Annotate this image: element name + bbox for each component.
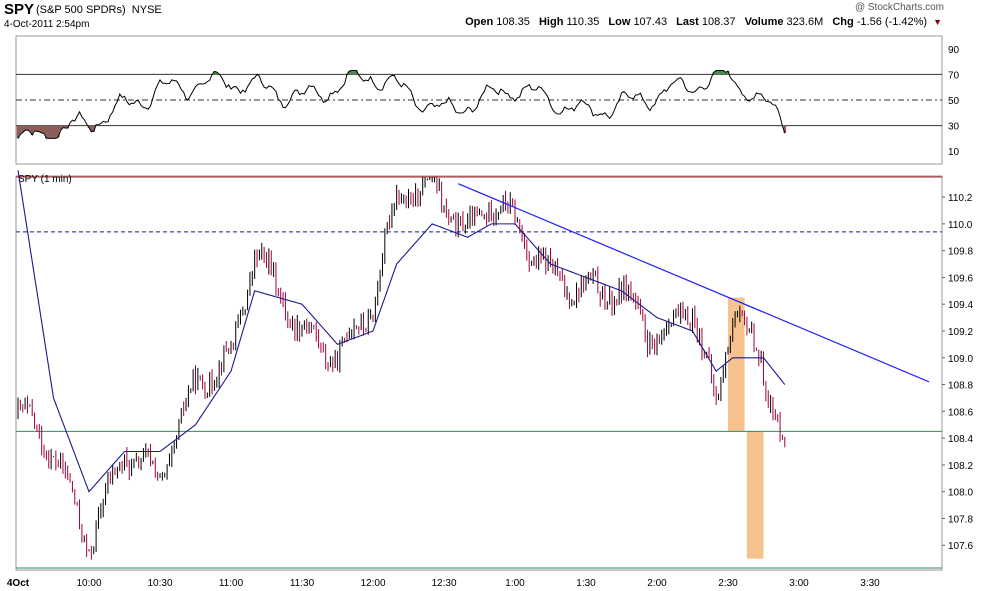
indicator-tick-label: 30 xyxy=(948,122,960,133)
indicator-oversold-fill xyxy=(16,125,787,139)
moving-average-line xyxy=(17,170,786,493)
low-label: Low xyxy=(608,16,631,28)
resistance-trendline xyxy=(457,183,930,383)
chg-label: Chg xyxy=(832,16,854,28)
time-tick-label: 1:00 xyxy=(505,578,525,589)
highlight-bar xyxy=(746,431,764,559)
price-tick-label: 110.2 xyxy=(948,193,973,204)
time-tick-label: 12:30 xyxy=(431,578,456,589)
symbol: SPY xyxy=(4,1,35,18)
exchange: NYSE xyxy=(131,4,162,16)
price-tick-label: 107.8 xyxy=(948,514,973,525)
time-tick-label: 12:00 xyxy=(360,578,385,589)
time-tick-label: 10:30 xyxy=(147,578,172,589)
indicator-overbought-fill xyxy=(213,70,730,75)
open-value: 108.35 xyxy=(496,16,530,28)
price-tick-label: 109.6 xyxy=(948,273,973,284)
price-tick-label: 108.0 xyxy=(948,488,973,499)
high-value: 110.35 xyxy=(566,16,600,28)
price-tick-label: 109.2 xyxy=(948,327,973,338)
price-tick-label: 108.6 xyxy=(948,407,973,418)
time-tick-label: 1:30 xyxy=(576,578,596,589)
price-frame xyxy=(15,175,943,571)
chart-datetime: 4-Oct-2011 2:54pm xyxy=(4,19,90,30)
indicator-tick-label: 50 xyxy=(948,96,960,107)
price-tick-label: 109.4 xyxy=(948,300,973,311)
time-tick-label: 10:00 xyxy=(76,578,101,589)
time-tick-label: 2:00 xyxy=(647,578,667,589)
price-tick-label: 110.0 xyxy=(948,220,973,231)
security-name: (S&P 500 SPDRs) NYSE xyxy=(36,4,162,16)
time-tick-label: 11:30 xyxy=(290,578,315,589)
price-tick-label: 108.2 xyxy=(948,461,973,472)
indicator-tick-label: 10 xyxy=(948,147,960,158)
credit: @ StockCharts.com xyxy=(854,2,944,13)
open-label: Open xyxy=(465,16,494,28)
low-value: 107.43 xyxy=(633,16,668,28)
high-label: High xyxy=(538,16,564,28)
indicator-tick-label: 90 xyxy=(948,45,960,56)
indicator-line xyxy=(17,70,786,139)
time-tick-label: 2:30 xyxy=(718,578,738,589)
volume-label: Volume xyxy=(744,16,784,28)
highlight-bar xyxy=(728,297,745,432)
price-tick-label: 108.4 xyxy=(948,434,973,445)
security-name-text: (S&P 500 SPDRs) xyxy=(36,4,126,16)
price-tick-label: 107.6 xyxy=(948,541,973,552)
volume-value: 323.6M xyxy=(786,16,824,28)
indicator-tick-label: 70 xyxy=(948,70,960,81)
time-tick-label: 3:30 xyxy=(860,578,880,589)
price-tick-label: 109.0 xyxy=(948,354,973,365)
time-tick-label: 4Oct xyxy=(7,578,30,589)
chg-value: -1.56 (-1.42%) xyxy=(856,16,928,28)
quote-summary: Open 108.35 High 110.35 Low 107.43 Last … xyxy=(465,16,942,28)
price-tick-label: 109.8 xyxy=(948,247,973,258)
price-panel-label: SPY (1 min) xyxy=(18,174,72,185)
price-tick-label: 108.8 xyxy=(948,381,973,392)
time-tick-label: 3:00 xyxy=(789,578,809,589)
last-value: 108.37 xyxy=(701,16,736,28)
down-triangle-icon: ▼ xyxy=(933,17,942,27)
last-label: Last xyxy=(676,16,699,28)
time-tick-label: 11:00 xyxy=(219,578,244,589)
